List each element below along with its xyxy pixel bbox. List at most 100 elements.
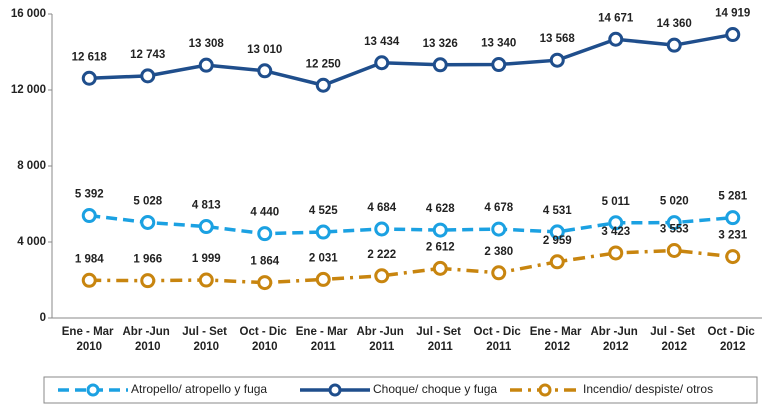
value-label: 3 423 <box>601 226 630 238</box>
legend-label: Choque/ choque y fuga <box>373 382 497 396</box>
x-tick-label-line: 2010 <box>135 341 161 353</box>
x-tick-label: Jul - Set 2010 <box>182 326 230 353</box>
value-label: 5 020 <box>660 196 689 208</box>
legend-marker <box>86 383 100 397</box>
x-tick-label-line: 2010 <box>252 341 278 353</box>
x-tick-label: Abr -Jun 2010 <box>123 326 173 353</box>
x-tick-label-line: 2012 <box>544 341 570 353</box>
x-tick-label-line: Abr -Jun <box>123 326 173 338</box>
x-tick-label-line: 2011 <box>486 341 512 353</box>
value-label: 13 434 <box>364 36 400 48</box>
x-tick-label-line: Abr -Jun <box>591 326 641 338</box>
value-label: 4 531 <box>543 205 572 217</box>
x-tick-label-line: Ene - Mar <box>296 326 351 338</box>
series-line <box>89 248 733 285</box>
x-tick-label: Oct - Dic 2012 <box>708 326 758 353</box>
value-label: 3 231 <box>718 230 747 242</box>
x-tick-label-line: 2011 <box>369 341 395 353</box>
value-label: 2 959 <box>543 235 572 247</box>
x-tick-label-line: Abr -Jun <box>357 326 407 338</box>
value-label: 4 628 <box>426 203 455 215</box>
point <box>549 52 565 68</box>
value-label: 4 684 <box>367 202 396 214</box>
point <box>257 63 273 79</box>
value-label: 13 308 <box>189 38 225 50</box>
point <box>315 271 331 287</box>
x-tick-label-line: Jul - Set <box>416 326 464 338</box>
value-label: 4 678 <box>484 202 513 214</box>
point <box>666 215 682 231</box>
series-line <box>89 213 733 236</box>
y-tick-label: 12 000 <box>11 84 46 96</box>
point <box>608 215 624 231</box>
series-line <box>89 32 734 88</box>
x-tick-label: Ene - Mar 2012 <box>530 326 585 353</box>
legend-marker <box>328 383 342 397</box>
x-tick-label: Jul - Set 2011 <box>416 326 464 353</box>
point <box>374 221 390 237</box>
value-label: 5 028 <box>133 195 162 207</box>
value-label: 14 671 <box>598 12 634 24</box>
point <box>81 208 97 224</box>
x-tick-label-line: Jul - Set <box>650 326 698 338</box>
point <box>81 70 97 86</box>
value-label: 4 440 <box>250 207 279 219</box>
x-tick-label-line: Jul - Set <box>182 326 230 338</box>
x-tick-label-line: 2012 <box>661 341 687 353</box>
value-label: 13 340 <box>481 38 516 50</box>
y-tick-label: 4 000 <box>17 236 46 248</box>
x-tick-label: Oct - Dic 2010 <box>240 326 290 353</box>
value-label: 2 222 <box>367 249 396 261</box>
value-label: 1 984 <box>75 253 104 265</box>
point <box>666 242 682 258</box>
x-tick-label-line: 2012 <box>720 341 746 353</box>
x-tick-label-line: Oct - Dic <box>240 326 290 338</box>
value-label: 2 031 <box>309 252 338 264</box>
value-label: 1 999 <box>192 253 221 265</box>
x-tick-label-line: 2011 <box>311 341 337 353</box>
point <box>140 68 156 84</box>
point <box>432 222 448 238</box>
x-tick-label-line: 2010 <box>76 341 102 353</box>
value-label: 5 281 <box>718 191 747 203</box>
value-label: 13 010 <box>247 44 282 56</box>
point <box>432 57 448 73</box>
x-tick-label-line: Ene - Mar <box>530 326 585 338</box>
point <box>491 265 507 281</box>
point <box>725 249 741 265</box>
legend-marker <box>538 383 552 397</box>
value-label: 2 612 <box>426 241 455 253</box>
point <box>198 272 214 288</box>
x-tick-label: Jul - Set 2012 <box>650 326 698 353</box>
x-tick-label: Ene - Mar 2010 <box>62 326 117 353</box>
point <box>725 210 741 226</box>
x-tick-label-line: 2010 <box>193 341 219 353</box>
point <box>257 275 273 291</box>
y-tick-label: 0 <box>40 312 46 324</box>
value-label: 5 011 <box>602 196 631 208</box>
value-label: 5 392 <box>75 189 104 201</box>
value-label: 13 326 <box>423 38 458 50</box>
point <box>608 245 624 261</box>
point <box>140 214 156 230</box>
x-tick-label-line: Oct - Dic <box>474 326 524 338</box>
point <box>666 37 682 53</box>
x-tick-label: Oct - Dic 2011 <box>474 326 524 353</box>
value-label: 1 966 <box>133 254 162 266</box>
point <box>198 57 214 73</box>
value-label: 2 380 <box>484 246 513 258</box>
value-label: 14 919 <box>715 8 750 20</box>
point <box>725 27 741 43</box>
point <box>140 273 156 289</box>
legend-label: Incendio/ despiste/ otros <box>583 382 713 396</box>
point <box>374 55 390 71</box>
point <box>608 31 624 47</box>
value-label: 12 743 <box>130 49 165 61</box>
x-tick-label: Abr -Jun 2011 <box>357 326 407 353</box>
value-label: 4 813 <box>192 200 221 212</box>
x-tick-label-line: 2011 <box>428 341 454 353</box>
value-label: 12 250 <box>306 58 341 70</box>
x-tick-label-line: Oct - Dic <box>708 326 758 338</box>
point <box>374 268 390 284</box>
